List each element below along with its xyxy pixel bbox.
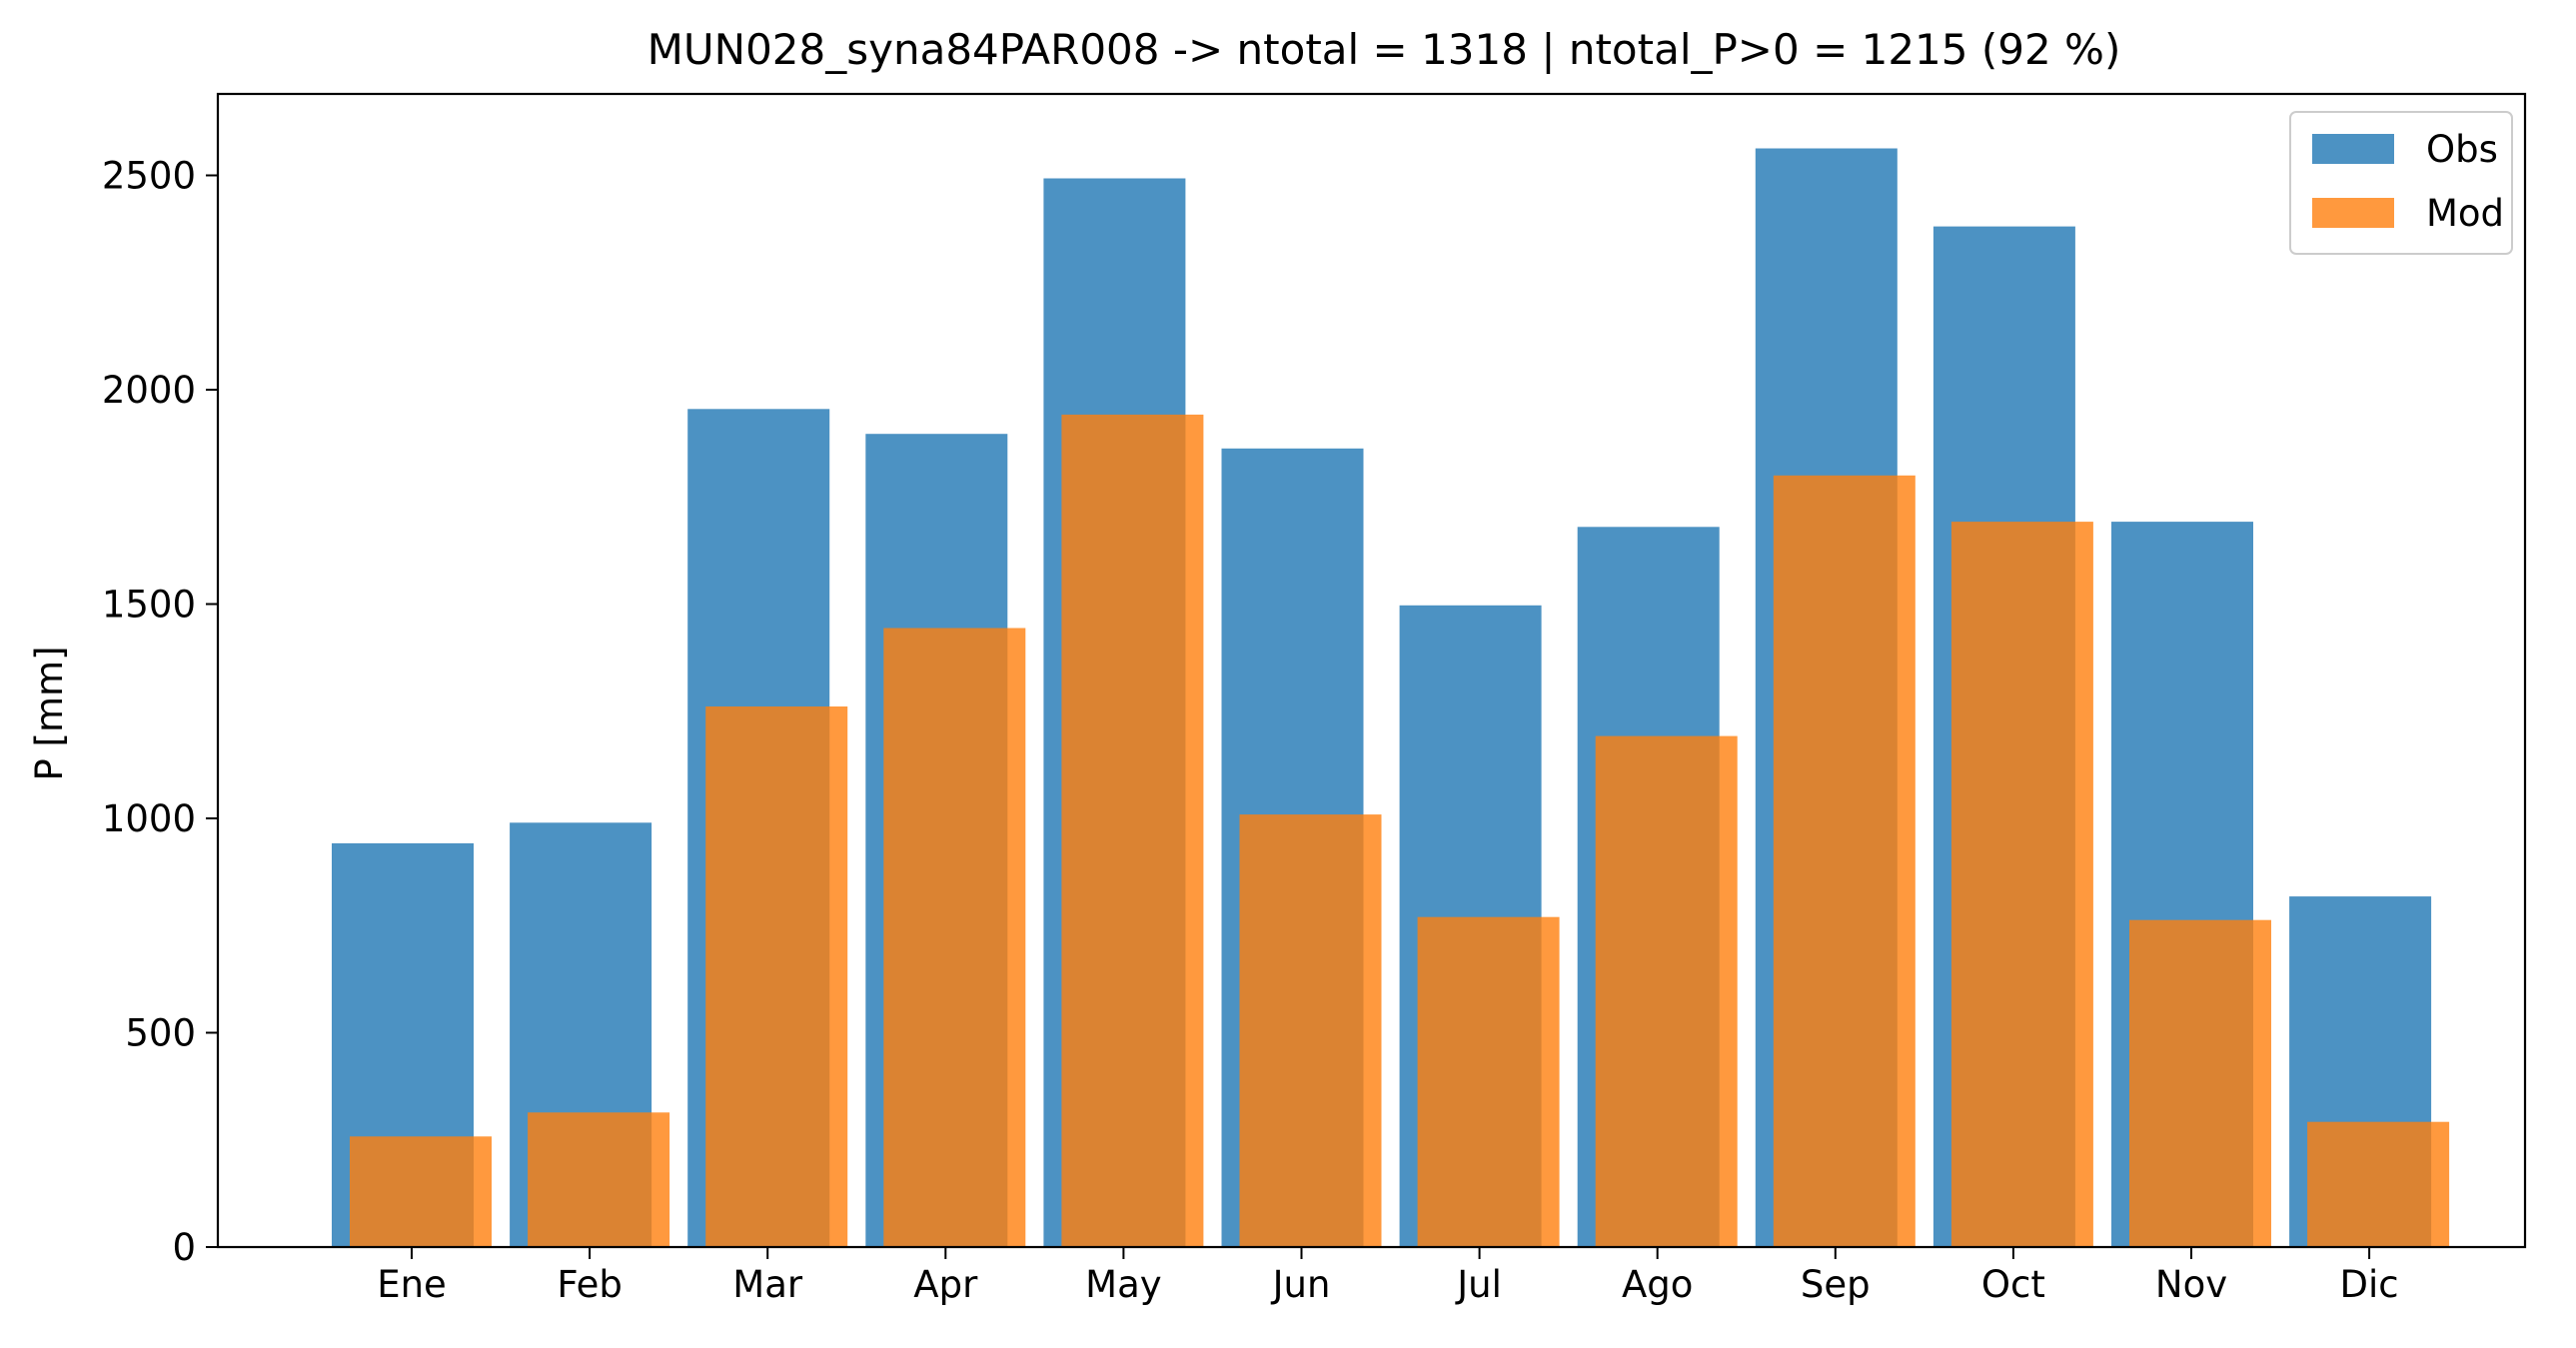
- mod-bar-oct: [1950, 522, 2093, 1247]
- plot-frame: [216, 92, 2527, 1249]
- x-tick-label-may: May: [1085, 1263, 1162, 1306]
- x-tick-label-apr: Apr: [913, 1263, 978, 1306]
- mod-bar-ago: [1595, 735, 1738, 1247]
- x-tick-label-oct: Oct: [1981, 1263, 2045, 1306]
- legend-swatch-obs: [2312, 134, 2394, 164]
- x-tick-label-mar: Mar: [732, 1263, 803, 1306]
- x-tick-label-sep: Sep: [1801, 1263, 1871, 1306]
- x-axis: Ene Feb Mar Apr May Jun Jul Ago Sep Oct Nov Dic: [377, 1247, 2399, 1306]
- mod-bar-dic: [2307, 1121, 2450, 1247]
- y-tick-label: 500: [125, 1012, 196, 1055]
- mod-bar-sep: [1773, 475, 1916, 1247]
- mod-bar-group: [350, 414, 2450, 1247]
- x-tick-label-jun: Jun: [1271, 1263, 1331, 1306]
- chart-title: MUN028_syna84PAR008 -> ntotal = 1318 | n…: [647, 25, 2121, 74]
- mod-bar-apr: [883, 628, 1026, 1247]
- y-axis: 0 500 1000 1500 2000 2500: [102, 155, 218, 1269]
- y-tick-label: 1500: [102, 584, 196, 627]
- mod-bar-jun: [1239, 814, 1382, 1247]
- mod-bar-nov: [2129, 919, 2271, 1247]
- mod-bar-feb: [528, 1112, 670, 1247]
- mod-bar-may: [1061, 414, 1204, 1247]
- y-tick-label: 0: [172, 1226, 196, 1269]
- legend-label-mod: Mod: [2426, 192, 2504, 235]
- x-tick-label-nov: Nov: [2155, 1263, 2227, 1306]
- y-tick-label: 2500: [102, 155, 196, 198]
- x-tick-label-ene: Ene: [377, 1263, 447, 1306]
- mod-bar-jul: [1417, 916, 1560, 1247]
- x-tick-label-jul: Jul: [1455, 1263, 1502, 1306]
- mod-bar-mar: [705, 706, 848, 1247]
- x-tick-label-dic: Dic: [2340, 1263, 2399, 1306]
- mod-bar-ene: [350, 1136, 492, 1247]
- x-tick-label-feb: Feb: [557, 1263, 623, 1306]
- y-tick-label: 1000: [102, 797, 196, 840]
- x-tick-label-ago: Ago: [1622, 1263, 1693, 1306]
- y-axis-label: P [mm]: [28, 646, 71, 780]
- legend-swatch-mod: [2312, 198, 2394, 228]
- legend-label-obs: Obs: [2426, 128, 2498, 171]
- legend: Obs Mod: [2289, 111, 2513, 255]
- y-tick-label: 2000: [102, 369, 196, 412]
